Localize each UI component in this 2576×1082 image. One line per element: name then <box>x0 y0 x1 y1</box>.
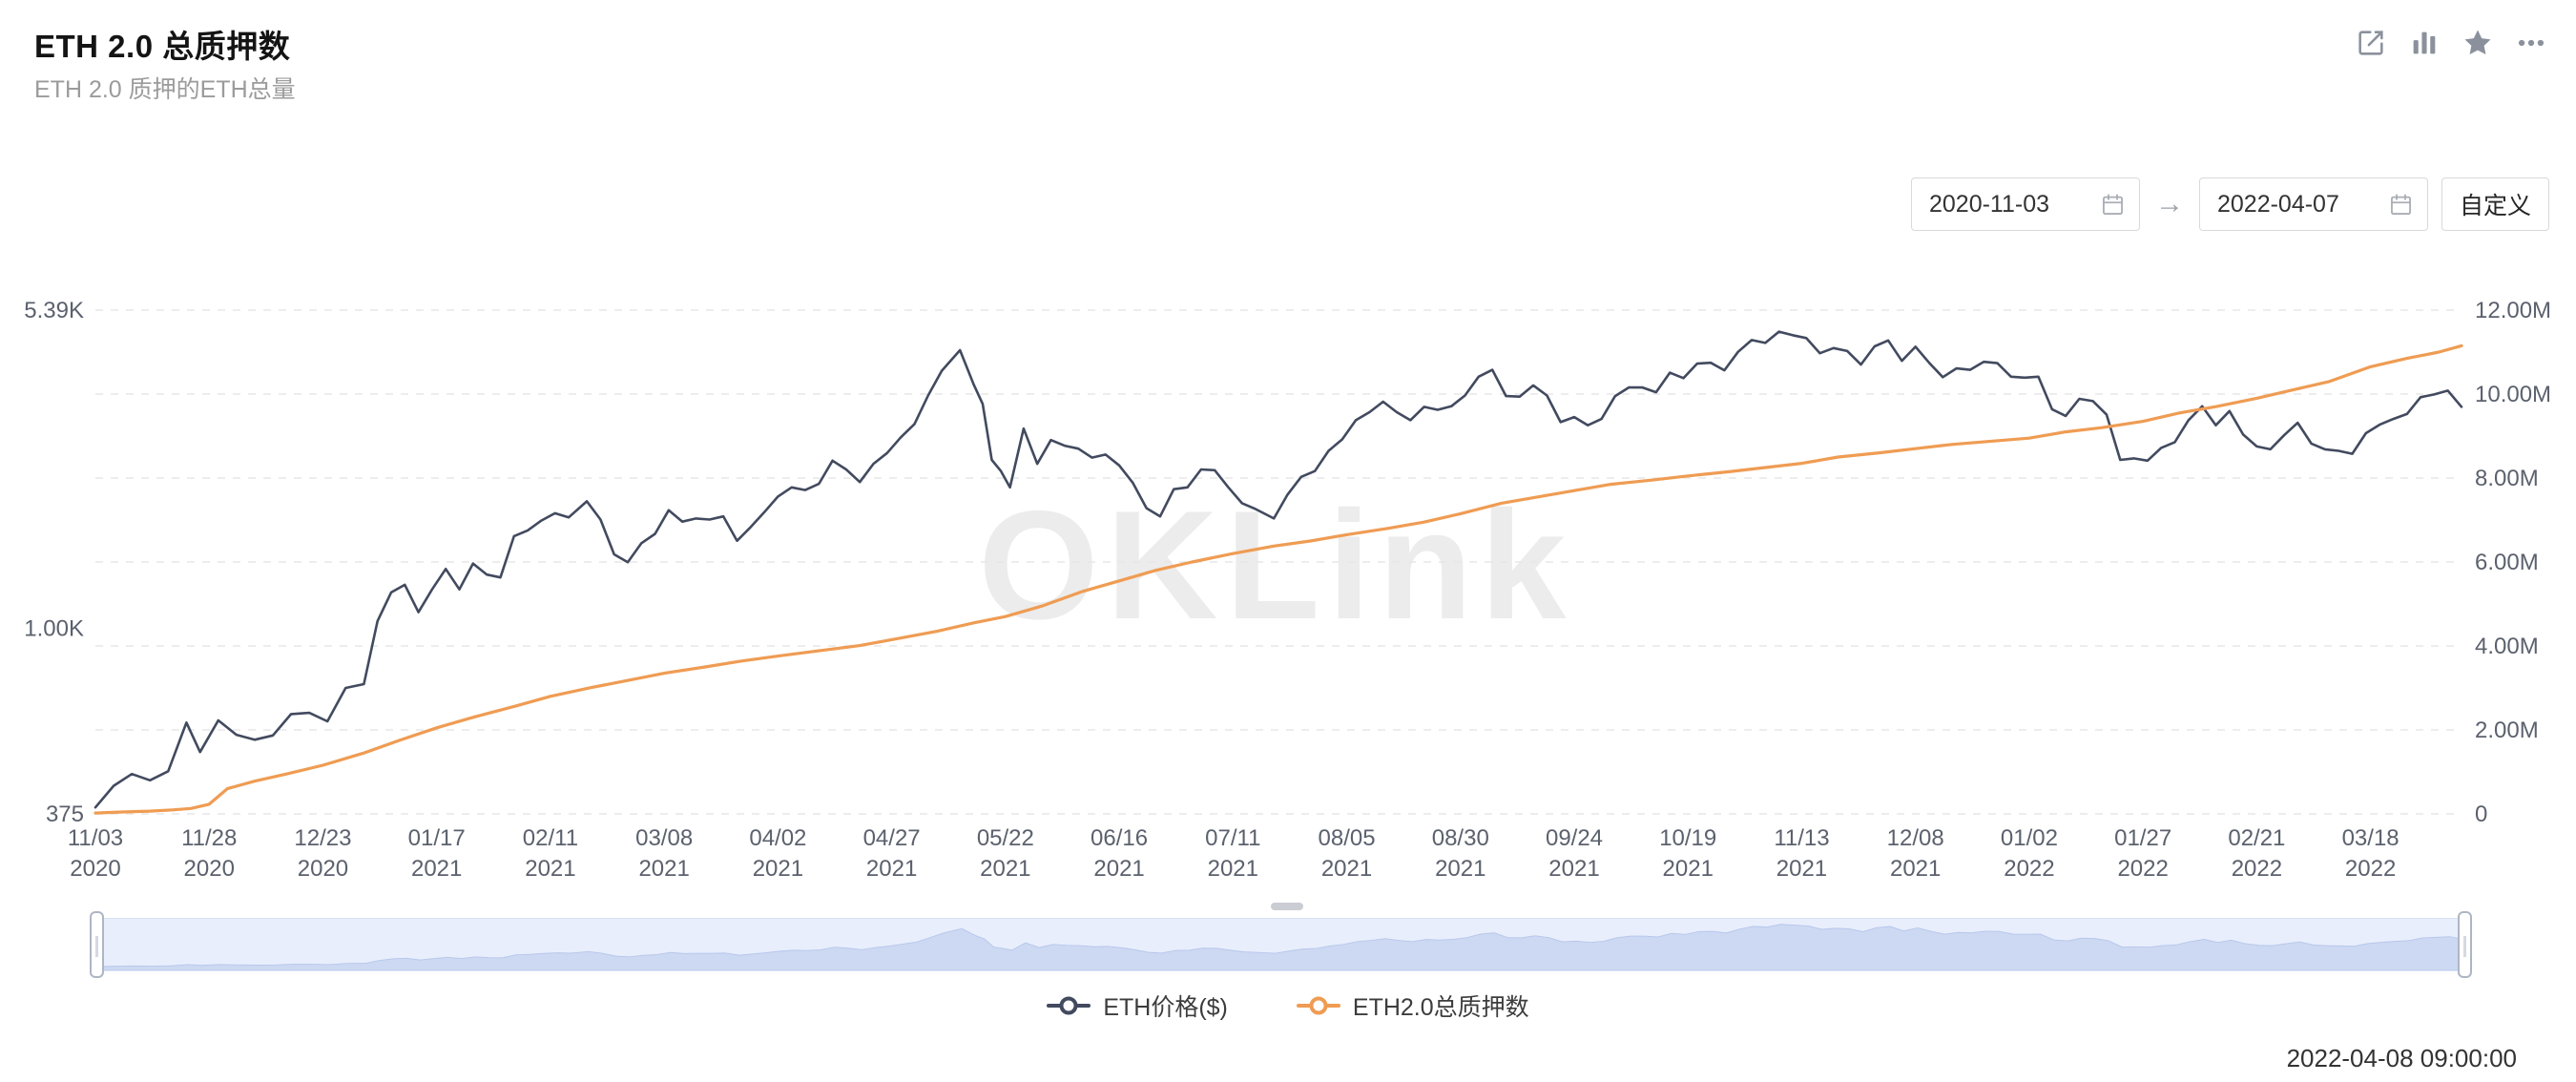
custom-range-button[interactable]: 自定义 <box>2441 177 2549 231</box>
left-axis-label: 5.39K <box>24 298 84 323</box>
x-axis-label: 2022 <box>2117 856 2168 882</box>
x-axis-label: 01/02 <box>2001 825 2058 851</box>
x-axis-label: 2021 <box>638 856 689 882</box>
right-axis-label: 12.00M <box>2475 298 2551 323</box>
x-axis-label: 12/23 <box>294 825 351 851</box>
x-axis-label: 2021 <box>1321 856 1372 882</box>
oklink-watermark: OKLink <box>978 479 1574 652</box>
end-date-value: 2022-04-07 <box>2216 190 2339 218</box>
x-axis-label: 11/28 <box>181 825 237 851</box>
edit-icon[interactable] <box>2355 27 2387 59</box>
x-axis-label: 11/03 <box>68 825 123 851</box>
x-axis-label: 06/16 <box>1091 825 1148 851</box>
x-axis-label: 2022 <box>2004 856 2054 882</box>
left-axis-label: 1.00K <box>24 616 84 642</box>
x-axis-label: 02/11 <box>523 825 578 851</box>
x-axis-label: 2021 <box>1435 856 1485 882</box>
right-axis-label: 2.00M <box>2475 718 2539 743</box>
start-date-input[interactable]: 2020-11-03 <box>1910 177 2140 231</box>
x-axis-label: 12/08 <box>1887 825 1944 851</box>
datazoom-minimap <box>97 924 2463 970</box>
left-axis-label: 375 <box>46 801 84 827</box>
datazoom-track[interactable] <box>96 918 2464 971</box>
series-line-2 <box>93 343 2463 815</box>
calendar-icon <box>2388 192 2414 218</box>
x-axis-label: 07/11 <box>1205 825 1260 851</box>
minimap-area <box>97 924 2463 970</box>
x-axis-label: 2021 <box>1776 856 1827 882</box>
legend-item-2[interactable]: ETH2.0总质押数 <box>1296 988 1529 1023</box>
right-axis-label: 10.00M <box>2475 382 2551 407</box>
datazoom-top-tab[interactable] <box>1271 903 1303 910</box>
x-axis-label: 01/17 <box>408 825 466 851</box>
x-axis-label: 04/02 <box>749 825 806 851</box>
calendar-icon <box>2100 192 2126 218</box>
legend-label: ETH2.0总质押数 <box>1352 994 1529 1021</box>
series-line-1 <box>93 330 2463 809</box>
x-axis-label: 2021 <box>411 856 462 882</box>
x-axis-label: 08/05 <box>1319 825 1376 851</box>
date-range-controls: 2020-11-03 → 2022-04-07 自定义 <box>1910 177 2549 231</box>
legend-marker-icon <box>1047 1004 1091 1008</box>
x-axis-label: 2021 <box>753 856 803 882</box>
star-icon[interactable] <box>2462 27 2494 59</box>
x-axis-label: 2021 <box>1890 856 1941 882</box>
column-chart-icon[interactable] <box>2408 27 2441 59</box>
x-axis-label: 2022 <box>2232 856 2282 882</box>
x-axis-label: 01/27 <box>2114 825 2171 851</box>
x-axis-label: 2020 <box>70 856 120 882</box>
x-axis-label: 03/18 <box>2342 825 2399 851</box>
date-range-arrow-icon: → <box>2154 188 2184 219</box>
x-axis-label: 2021 <box>1093 856 1144 882</box>
legend-label: ETH价格($) <box>1103 994 1228 1021</box>
x-axis-label: 04/27 <box>863 825 921 851</box>
x-axis-label: 2021 <box>1208 856 1258 882</box>
chart-area: OKLink 12.00M 10.00M 8.00M 6.00M 4.00M 2.00M 0… <box>0 286 2576 887</box>
x-axis-label: 2022 <box>2345 856 2396 882</box>
x-axis-label: 03/08 <box>635 825 693 851</box>
more-icon[interactable] <box>2515 27 2547 59</box>
x-axis-label: 08/30 <box>1432 825 1489 851</box>
datazoom-left-handle[interactable] <box>90 911 104 978</box>
end-date-input[interactable]: 2022-04-07 <box>2198 177 2428 231</box>
start-date-value: 2020-11-03 <box>1928 190 2050 218</box>
x-axis-label: 2020 <box>184 856 235 882</box>
right-axis-label: 0 <box>2475 801 2487 827</box>
datazoom-right-handle[interactable] <box>2458 911 2472 978</box>
x-axis-label: 10/19 <box>1659 825 1716 851</box>
x-axis-label: 11/13 <box>1774 825 1829 851</box>
right-axis-label: 8.00M <box>2475 466 2539 491</box>
header-toolbar <box>2355 27 2547 59</box>
x-axis-label: 2021 <box>525 856 575 882</box>
x-axis-label: 2021 <box>1548 856 1599 882</box>
legend-item-1[interactable]: ETH价格($) <box>1047 988 1228 1023</box>
page-title: ETH 2.0 总质押数 <box>34 29 291 64</box>
legend-marker-icon <box>1296 1004 1340 1008</box>
right-axis-label: 6.00M <box>2475 550 2539 575</box>
price-staked-line-chart[interactable]: 12.00M 10.00M 8.00M 6.00M 4.00M 2.00M 0 5.39K 1.… <box>0 286 2576 887</box>
page-subtitle: ETH 2.0 质押的ETH总量 <box>34 76 296 103</box>
right-axis-label: 4.00M <box>2475 634 2539 659</box>
x-axis-label: 02/21 <box>2228 825 2285 851</box>
x-axis-label: 2021 <box>980 856 1030 882</box>
chart-legend: ETH价格($) ETH2.0总质押数 <box>0 988 2576 1023</box>
x-axis-label: 2021 <box>1663 856 1714 882</box>
x-axis-label: 09/24 <box>1546 825 1603 851</box>
x-axis-label: 2020 <box>298 856 348 882</box>
data-timestamp: 2022-04-08 09:00:00 <box>2286 1044 2517 1072</box>
x-axis-label: 2021 <box>866 856 917 882</box>
x-axis-label: 05/22 <box>977 825 1034 851</box>
